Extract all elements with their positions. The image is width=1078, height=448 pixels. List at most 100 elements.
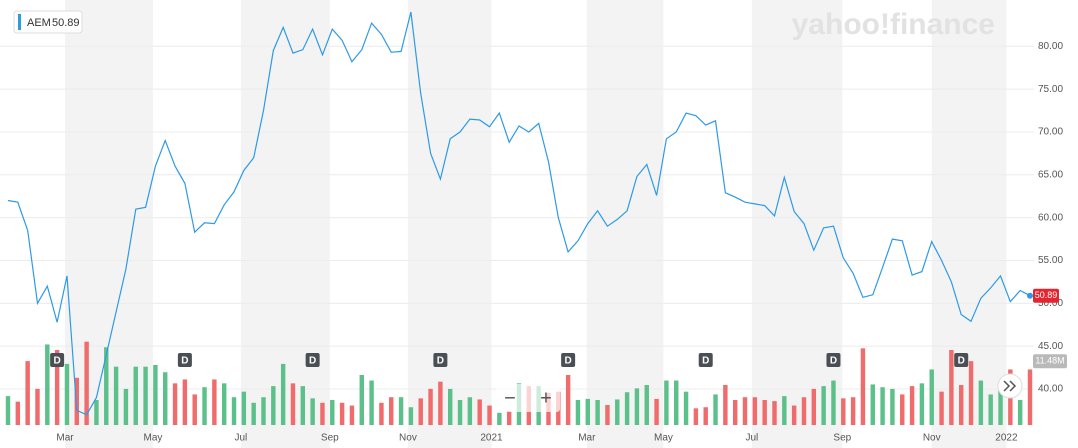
volume-bar [339,402,345,425]
dividend-label: D [437,356,444,367]
volume-bar [35,388,40,425]
volume-bar [241,391,247,425]
volume-bar [438,381,443,425]
dividend-badge [177,353,192,367]
volume-bar [929,369,934,425]
volume-bar [261,397,266,425]
zoom-panel [496,384,560,412]
y-tick-label: 40.00 [1038,384,1063,395]
zoom-in-button[interactable]: + [540,387,552,409]
volume-bar [153,365,158,425]
volume-bar [290,383,296,425]
y-tick-label: 65.00 [1038,169,1063,180]
volume-bar [369,380,374,425]
volume-bar [605,405,610,425]
dividend-label: D [309,356,316,367]
x-tick-label: Nov [399,433,417,444]
volume-bar [674,380,679,425]
volume-bar [978,380,984,425]
y-tick-label: 80.00 [1038,41,1063,52]
volume-bar [644,385,649,425]
last-point [1027,292,1033,299]
volume-bar [968,361,974,425]
volume-bar [693,408,699,425]
dividend-marker[interactable]: D [50,353,65,367]
volume-bar [939,391,944,425]
month-band [64,0,153,448]
dividend-label: D [565,356,572,367]
x-tick-label: May [654,433,673,444]
volume-bar [389,397,394,425]
dividend-badge [50,353,65,367]
dividend-marker[interactable]: D [433,353,448,367]
y-tick-label: 45.00 [1038,341,1063,352]
dividend-label: D [54,356,61,367]
volume-bar [988,394,993,425]
legend-box [13,10,83,34]
x-tick-label: 2021 [480,433,503,444]
dividend-badge [561,353,576,367]
dividend-marker[interactable]: D [561,353,576,367]
volume-bar [506,411,512,425]
legend[interactable]: AEM 50.89 [13,10,83,34]
dividend-label: D [830,356,837,367]
volume-bar [231,397,237,425]
volume-bar [45,344,50,425]
x-tick-label: 2022 [995,433,1018,444]
dividend-badge [826,353,841,367]
volume-bar [104,347,109,425]
dividend-label: D [181,356,188,367]
volume-bar [64,363,70,425]
volume-bar [15,401,21,425]
month-band [586,0,664,448]
dividend-marker[interactable]: D [305,353,320,367]
volume-bar [732,400,738,425]
dividend-badge [698,353,713,367]
volume-bar [909,386,915,425]
volume-bar [772,401,777,425]
volume-bar [634,388,640,425]
y-tick-label: 70.00 [1038,127,1063,138]
volume-bar [949,350,954,425]
volume-bar [860,348,866,425]
price-tag-label: 50.89 [1035,290,1058,300]
volume-bar [271,386,276,425]
month-band [751,0,843,448]
volume-bar [221,383,227,425]
price-line [7,11,1031,416]
x-tick-label: Sep [833,433,851,444]
volume-bar [320,402,325,425]
dividend-label: D [702,356,709,367]
volume-bar [300,386,306,425]
y-tick-label: 55.00 [1038,255,1063,266]
volume-bar [182,379,188,425]
volume-bar [359,375,364,425]
volume-bar [998,383,1003,425]
volume-bar [5,396,11,425]
price-tag [1033,288,1059,303]
volume-bar [890,388,895,425]
volume-bar [212,379,217,425]
volume-bar [752,397,758,425]
volume-bar [880,387,885,425]
volume-bar [54,350,60,425]
volume-bar [723,385,728,425]
volume-bar [1017,400,1023,425]
dividend-marker[interactable]: D [177,353,192,367]
volume-bar [919,383,925,425]
dividend-badge [433,353,448,367]
volume-bar [801,397,807,425]
volume-bar [595,400,600,425]
volume-bar [74,377,79,425]
volume-tag [1033,354,1067,369]
dividend-marker[interactable]: D [826,353,841,367]
volume-bar [654,398,659,425]
volume-bar [900,394,905,425]
month-band [407,0,492,448]
dividend-marker[interactable]: D [954,353,969,367]
volume-bar [575,400,581,425]
zoom-out-button[interactable]: − [504,387,516,409]
volume-bar [94,400,99,425]
dividend-marker[interactable]: D [698,353,713,367]
scroll-right-button[interactable] [997,373,1023,399]
